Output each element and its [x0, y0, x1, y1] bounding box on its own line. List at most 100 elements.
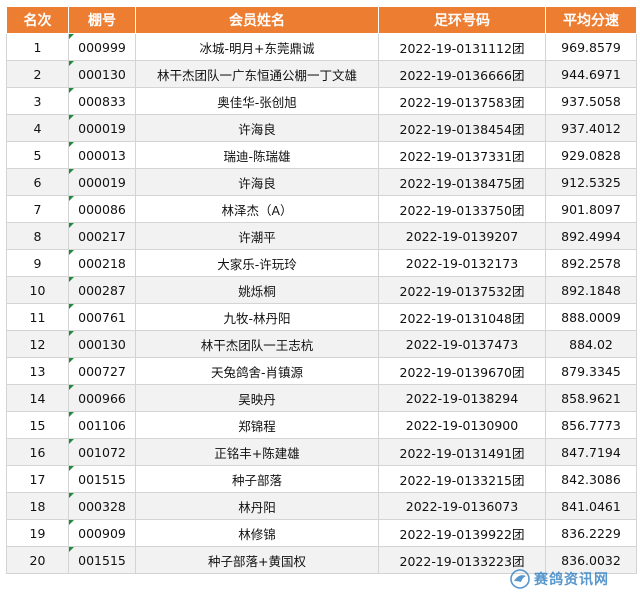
- cell-member-name: 种子部落: [135, 465, 379, 493]
- table-row: 8 000217 许潮平 2022-19-0139207 892.4994: [6, 222, 637, 250]
- cell-member-name: 许海良: [135, 114, 379, 142]
- cell-loft-no: 000019: [68, 168, 136, 196]
- cell-speed: 892.4994: [545, 222, 637, 250]
- table-row: 3 000833 奥佳华-张创旭 2022-19-0137583团 937.5058: [6, 87, 637, 115]
- cell-rank: 10: [6, 276, 69, 304]
- cell-ring-no: 2022-19-0133223团: [378, 546, 546, 574]
- cell-ring-no: 2022-19-0133215团: [378, 465, 546, 493]
- cell-loft-no: 000130: [68, 330, 136, 358]
- cell-loft-no: 000130: [68, 60, 136, 88]
- cell-speed: 858.9621: [545, 384, 637, 412]
- cell-rank: 7: [6, 195, 69, 223]
- cell-ring-no: 2022-19-0139922团: [378, 519, 546, 547]
- table-row: 20 001515 种子部落+黄国权 2022-19-0133223团 836.0032: [6, 546, 637, 574]
- cell-member-name: 天兔鸽舍-肖镇源: [135, 357, 379, 385]
- cell-loft-no: 000218: [68, 249, 136, 277]
- cell-rank: 13: [6, 357, 69, 385]
- cell-rank: 5: [6, 141, 69, 169]
- table-row: 6 000019 许海良 2022-19-0138475团 912.5325: [6, 168, 637, 196]
- cell-speed: 969.8579: [545, 33, 637, 61]
- table-row: 17 001515 种子部落 2022-19-0133215团 842.3086: [6, 465, 637, 493]
- cell-loft-no: 000217: [68, 222, 136, 250]
- cell-ring-no: 2022-19-0133750团: [378, 195, 546, 223]
- cell-member-name: 正铭丰+陈建雄: [135, 438, 379, 466]
- cell-ring-no: 2022-19-0131112团: [378, 33, 546, 61]
- header-rank: 名次: [6, 6, 69, 34]
- table-row: 12 000130 林干杰团队一王志杭 2022-19-0137473 884.02: [6, 330, 637, 358]
- watermark: 赛鸽资讯网: [510, 568, 630, 590]
- cell-ring-no: 2022-19-0138475团: [378, 168, 546, 196]
- cell-loft-no: 000086: [68, 195, 136, 223]
- cell-member-name: 林修锦: [135, 519, 379, 547]
- cell-speed: 842.3086: [545, 465, 637, 493]
- cell-rank: 19: [6, 519, 69, 547]
- cell-member-name: 林丹阳: [135, 492, 379, 520]
- cell-speed: 856.7773: [545, 411, 637, 439]
- cell-member-name: 吴映丹: [135, 384, 379, 412]
- table-row: 14 000966 吴映丹 2022-19-0138294 858.9621: [6, 384, 637, 412]
- watermark-text: 赛鸽资讯网: [534, 572, 609, 588]
- cell-rank: 20: [6, 546, 69, 574]
- cell-ring-no: 2022-19-0131048团: [378, 303, 546, 331]
- cell-ring-no: 2022-19-0138454团: [378, 114, 546, 142]
- cell-speed: 888.0009: [545, 303, 637, 331]
- cell-rank: 6: [6, 168, 69, 196]
- table-row: 7 000086 林泽杰（A） 2022-19-0133750团 901.8097: [6, 195, 637, 223]
- table-header: 名次 棚号 会员姓名 足环号码 平均分速: [6, 6, 637, 34]
- cell-loft-no: 000999: [68, 33, 136, 61]
- cell-ring-no: 2022-19-0139670团: [378, 357, 546, 385]
- header-ring-no: 足环号码: [378, 6, 546, 34]
- cell-loft-no: 000966: [68, 384, 136, 412]
- cell-member-name: 奥佳华-张创旭: [135, 87, 379, 115]
- cell-member-name: 种子部落+黄国权: [135, 546, 379, 574]
- cell-loft-no: 000909: [68, 519, 136, 547]
- header-loft-no: 棚号: [68, 6, 136, 34]
- cell-speed: 836.0032: [545, 546, 637, 574]
- cell-loft-no: 000761: [68, 303, 136, 331]
- cell-speed: 841.0461: [545, 492, 637, 520]
- pigeon-logo-icon: [510, 569, 530, 589]
- cell-loft-no: 001515: [68, 546, 136, 574]
- cell-rank: 18: [6, 492, 69, 520]
- table-row: 11 000761 九牧-林丹阳 2022-19-0131048团 888.0009: [6, 303, 637, 331]
- table-row: 10 000287 姚烁桐 2022-19-0137532团 892.1848: [6, 276, 637, 304]
- cell-member-name: 林干杰团队一广东恒通公棚一丁文雄: [135, 60, 379, 88]
- cell-loft-no: 000727: [68, 357, 136, 385]
- cell-member-name: 林干杰团队一王志杭: [135, 330, 379, 358]
- table-row: 15 001106 郑锦程 2022-19-0130900 856.7773: [6, 411, 637, 439]
- table-row: 16 001072 正铭丰+陈建雄 2022-19-0131491团 847.7194: [6, 438, 637, 466]
- cell-loft-no: 001072: [68, 438, 136, 466]
- header-row: 名次 棚号 会员姓名 足环号码 平均分速: [6, 6, 637, 34]
- cell-member-name: 冰城-明月+东莞鼎诚: [135, 33, 379, 61]
- cell-member-name: 郑锦程: [135, 411, 379, 439]
- cell-ring-no: 2022-19-0139207: [378, 222, 546, 250]
- cell-speed: 937.5058: [545, 87, 637, 115]
- cell-member-name: 大家乐-许玩玲: [135, 249, 379, 277]
- cell-speed: 912.5325: [545, 168, 637, 196]
- table-row: 4 000019 许海良 2022-19-0138454团 937.4012: [6, 114, 637, 142]
- cell-rank: 14: [6, 384, 69, 412]
- table-row: 5 000013 瑞迪-陈瑞雄 2022-19-0137331团 929.0828: [6, 141, 637, 169]
- table-row: 9 000218 大家乐-许玩玲 2022-19-0132173 892.2578: [6, 249, 637, 277]
- cell-ring-no: 2022-19-0137583团: [378, 87, 546, 115]
- cell-loft-no: 000013: [68, 141, 136, 169]
- cell-ring-no: 2022-19-0137331团: [378, 141, 546, 169]
- table-row: 13 000727 天兔鸽舍-肖镇源 2022-19-0139670团 879.3345: [6, 357, 637, 385]
- cell-rank: 15: [6, 411, 69, 439]
- cell-speed: 901.8097: [545, 195, 637, 223]
- cell-member-name: 林泽杰（A）: [135, 195, 379, 223]
- cell-speed: 847.7194: [545, 438, 637, 466]
- cell-loft-no: 001515: [68, 465, 136, 493]
- cell-speed: 892.1848: [545, 276, 637, 304]
- cell-rank: 1: [6, 33, 69, 61]
- table-row: 2 000130 林干杰团队一广东恒通公棚一丁文雄 2022-19-0136666团 9…: [6, 60, 637, 88]
- cell-speed: 892.2578: [545, 249, 637, 277]
- cell-rank: 8: [6, 222, 69, 250]
- cell-speed: 929.0828: [545, 141, 637, 169]
- cell-loft-no: 000328: [68, 492, 136, 520]
- ranking-table: 名次 棚号 会员姓名 足环号码 平均分速 1 000999 冰城-明月+东莞鼎诚 20…: [6, 6, 637, 574]
- cell-loft-no: 000287: [68, 276, 136, 304]
- table-row: 18 000328 林丹阳 2022-19-0136073 841.0461: [6, 492, 637, 520]
- cell-member-name: 瑞迪-陈瑞雄: [135, 141, 379, 169]
- cell-member-name: 许潮平: [135, 222, 379, 250]
